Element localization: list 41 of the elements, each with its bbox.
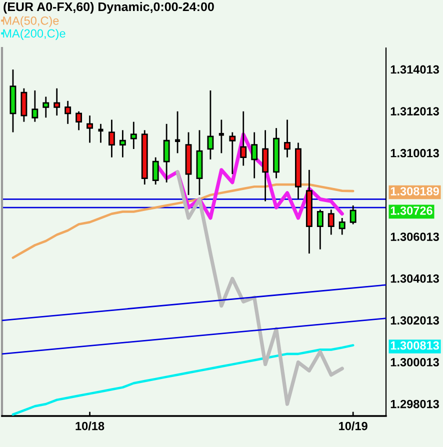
candlestick: [338, 217, 346, 236]
candlestick: [42, 96, 50, 118]
y-tick-label: 1.300813: [390, 341, 439, 350]
candlestick: [20, 88, 28, 123]
candlestick: [284, 119, 290, 158]
legend-label: MA(200,C)e: [3, 28, 66, 40]
candlestick: [229, 132, 236, 175]
candlestick: [32, 90, 38, 123]
candlestick: [108, 119, 115, 158]
chart-title: (EUR A0-FX,60) Dynamic,0:00-24:00: [4, 2, 214, 14]
y-tick-label: 1.302013: [390, 316, 439, 325]
candlestick: [251, 132, 258, 179]
y-tick-label: 1.306013: [390, 232, 439, 241]
y-tick-label: 1.310013: [390, 148, 439, 158]
candlestick: [207, 90, 214, 160]
candlestick: [240, 110, 247, 166]
candlestick: [316, 208, 324, 250]
candlestick: [328, 208, 334, 236]
candlestick: [130, 121, 137, 150]
line-series: [12, 344, 354, 416]
candlestick: [163, 123, 170, 184]
y-tick-label: 1.314013: [390, 65, 439, 74]
y-tick-label: 1.300013: [390, 358, 439, 366]
y-tick-label: 1.308189: [390, 187, 439, 196]
candlestick: [119, 129, 126, 158]
line-series: [176, 170, 344, 406]
candlestick: [54, 88, 60, 116]
y-tick-label: 1.30726: [390, 206, 432, 215]
candlestick: [64, 100, 72, 125]
y-tick-label: 1.298013: [390, 400, 439, 408]
x-tick-label: 10/18: [76, 422, 104, 430]
candlestick: [86, 114, 93, 144]
candlestick: [262, 129, 269, 202]
candlestick: [350, 204, 356, 225]
y-tick-label: 1.304013: [390, 274, 439, 283]
line-series: [12, 183, 354, 259]
legend-label: MA(50,C)e: [3, 16, 59, 28]
candlestick: [152, 156, 159, 186]
x-tick-label: 10/19: [339, 422, 368, 430]
candlestick: [76, 110, 82, 131]
y-tick-label: 1.312013: [390, 107, 439, 116]
